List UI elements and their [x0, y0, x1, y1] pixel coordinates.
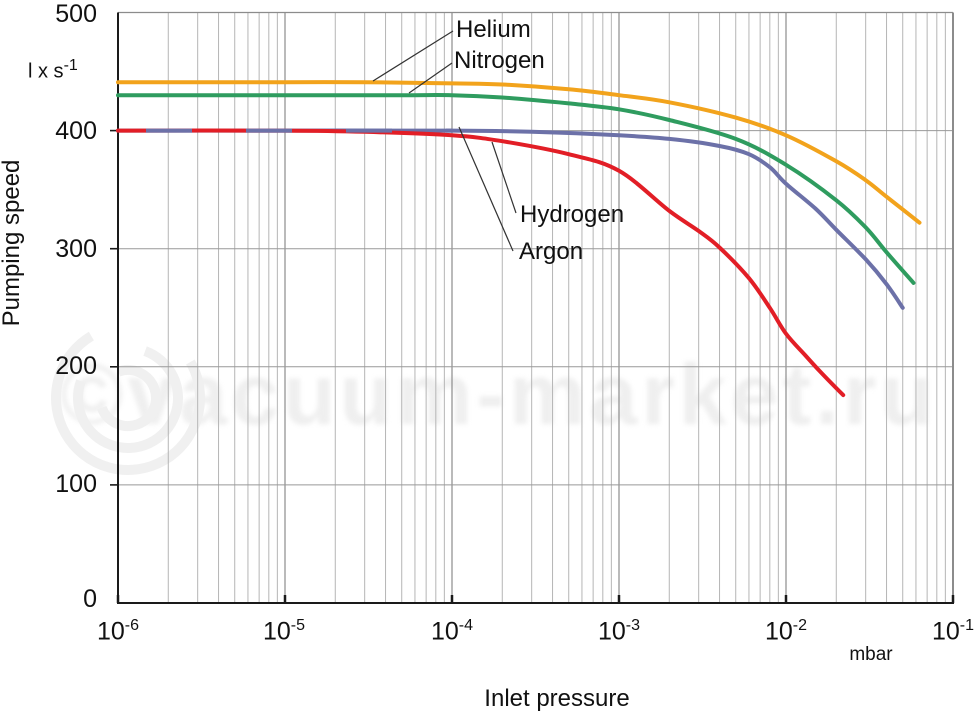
x-tick-1e-1: 10-1 — [931, 617, 975, 646]
x-tick-1e-5: 10-5 — [262, 617, 306, 646]
x-axis-unit: mbar — [849, 644, 893, 665]
y-tick-200: 200 — [55, 352, 97, 380]
y-tick-400: 400 — [55, 117, 97, 145]
y-axis-title: Pumping speed — [0, 159, 25, 327]
y-tick-300: 300 — [55, 235, 97, 263]
x-axis-title: Inlet pressure — [484, 685, 630, 712]
y-tick-500: 500 — [55, 0, 97, 28]
hydrogen-curve-label: Hydrogen — [520, 201, 625, 228]
x-tick-1e-4: 10-4 — [430, 617, 474, 646]
y-axis-unit: l x s-1 — [28, 57, 78, 83]
y-tick-0: 0 — [83, 585, 97, 613]
watermark-text: ©vacuum-market.ru — [60, 347, 937, 443]
nitrogen-curve-label: Nitrogen — [454, 47, 545, 74]
x-tick-1e-2: 10-2 — [764, 617, 808, 646]
y-tick-100: 100 — [55, 470, 97, 498]
x-tick-1e-6: 10-6 — [96, 617, 140, 646]
argon-curve-label: Argon — [519, 238, 584, 265]
helium-curve-label: Helium — [456, 16, 531, 43]
x-tick-1e-3: 10-3 — [597, 617, 641, 646]
